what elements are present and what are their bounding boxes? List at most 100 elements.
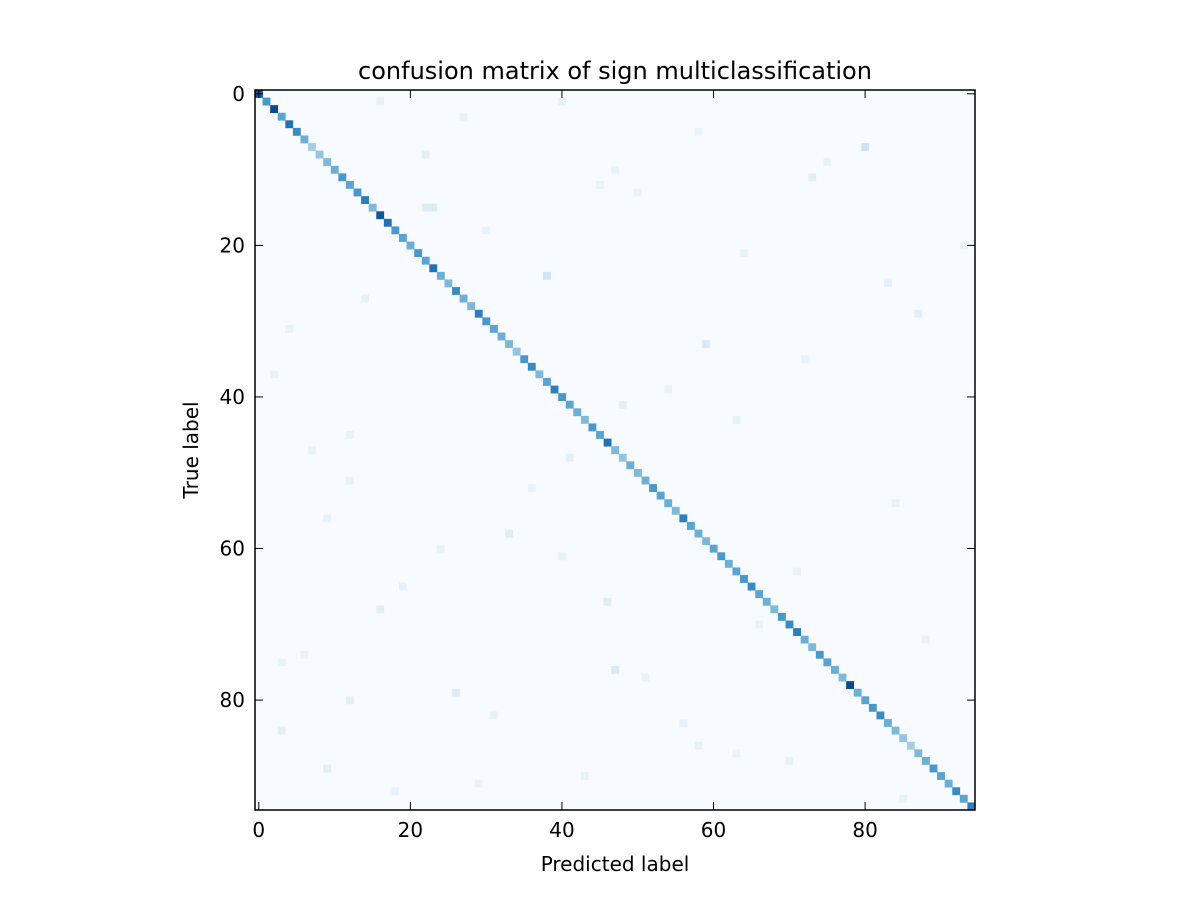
heatmap-cell (323, 514, 332, 523)
x-tick-label: 0 (252, 818, 265, 842)
heatmap-diagonal-cell (777, 612, 786, 621)
heatmap-diagonal-cell (709, 544, 718, 553)
heatmap-cell (891, 499, 900, 508)
heatmap-diagonal-cell (944, 779, 953, 788)
heatmap-diagonal-cell (459, 294, 468, 303)
heatmap-diagonal-cell (891, 726, 900, 735)
heatmap-diagonal-cell (656, 491, 665, 500)
heatmap-cell (277, 726, 286, 735)
heatmap-cell (558, 97, 567, 106)
plot-area (255, 90, 976, 811)
heatmap-diagonal-cell (330, 165, 339, 174)
heatmap-cell (861, 143, 870, 151)
heatmap-diagonal-cell (868, 703, 877, 712)
heatmap-diagonal-cell (603, 438, 612, 447)
heatmap-diagonal-cell (414, 249, 423, 258)
heatmap-diagonal-cell (747, 582, 756, 591)
heatmap-diagonal-cell (906, 741, 915, 750)
heatmap-diagonal-cell (505, 340, 513, 348)
heatmap-diagonal-cell (724, 559, 733, 568)
heatmap-cell (800, 355, 809, 364)
heatmap-cell (543, 271, 551, 280)
heatmap-cell (618, 400, 627, 409)
heatmap-cell (921, 635, 930, 644)
y-tick-label: 0 (232, 82, 245, 106)
heatmap-diagonal-cell (815, 650, 824, 659)
heatmap-cell (884, 279, 892, 288)
heatmap-diagonal-cell (345, 180, 354, 189)
heatmap-diagonal-cell (421, 256, 430, 265)
heatmap-cell (527, 484, 536, 492)
heatmap-cell (376, 605, 385, 614)
heatmap-cell (399, 582, 407, 591)
heatmap-diagonal-cell (573, 408, 582, 417)
heatmap-cell (596, 180, 604, 189)
heatmap-cell (740, 249, 748, 258)
heatmap-diagonal-cell (474, 309, 483, 318)
heatmap-diagonal-cell (717, 552, 726, 561)
heatmap-diagonal-cell (959, 794, 968, 803)
heatmap-cell (580, 772, 589, 780)
x-axis-label: Predicted label (541, 852, 690, 876)
heatmap-diagonal-cell (429, 264, 438, 273)
heatmap-cell (603, 597, 612, 606)
heatmap-diagonal-cell (785, 620, 794, 629)
heatmap-diagonal-cell (611, 446, 620, 455)
heatmap-diagonal-cell (452, 287, 460, 295)
heatmap-diagonal-cell (664, 499, 673, 508)
x-tick-label: 20 (398, 818, 423, 842)
heatmap-diagonal-cell (671, 506, 680, 515)
heatmap-cell (285, 324, 294, 333)
y-tick-label: 40 (220, 385, 245, 409)
x-axis-ticks: 0 20 40 60 80 (252, 90, 878, 842)
heatmap-cell (429, 203, 438, 212)
heatmap-cell (823, 158, 832, 167)
heatmap-cell (323, 764, 332, 773)
heatmap-cell (505, 529, 513, 538)
heatmap-cell (558, 552, 567, 561)
heatmap-cell (459, 112, 468, 121)
heatmap-diagonal-cell (823, 658, 832, 667)
heatmap-diagonal-cell (633, 468, 642, 477)
heatmap-cell (436, 544, 445, 553)
y-axis-ticks: 0 20 40 60 80 (220, 82, 975, 712)
heatmap-diagonal-cell (300, 135, 309, 144)
heatmap-diagonal-cell (618, 453, 627, 462)
heatmap-cell (793, 567, 801, 576)
heatmap-cell (611, 165, 620, 174)
heatmap-diagonal-cell (270, 105, 279, 114)
heatmap-diagonal-cell (755, 590, 764, 599)
heatmap-cell (755, 620, 764, 629)
heatmap-cell (641, 673, 650, 682)
heatmap-cell (277, 658, 286, 667)
heatmap-diagonal-cell (694, 529, 703, 538)
heatmap-diagonal-cell (702, 537, 711, 546)
heatmap-diagonal-cell (436, 271, 445, 280)
heatmap-cell (694, 741, 703, 750)
heatmap-diagonal-cell (831, 666, 839, 674)
heatmap-diagonal-cell (580, 415, 589, 424)
heatmap-diagonal-cell (368, 203, 377, 212)
heatmap-cell (633, 188, 642, 197)
heatmap-diagonal-cell (353, 188, 362, 197)
heatmap-cell (785, 756, 794, 765)
heatmap-diagonal-cell (406, 241, 415, 250)
heatmap-diagonal-cell (762, 597, 771, 606)
y-tick-label: 80 (220, 688, 245, 712)
heatmap-cell (914, 309, 923, 318)
heatmap-cell (270, 370, 279, 379)
heatmap-diagonal-cell (929, 764, 938, 773)
heatmap-diagonal-cell (383, 218, 392, 227)
heatmap-diagonal-cell (482, 317, 491, 326)
heatmap-diagonal-cell (558, 393, 567, 402)
heatmap-diagonal-cell (687, 522, 695, 530)
heatmap-diagonal-cell (489, 324, 498, 333)
heatmap-diagonal-cell (467, 302, 476, 311)
y-tick-label: 20 (220, 233, 245, 257)
heatmap-cell (732, 749, 741, 758)
heatmap-diagonal-cell (846, 681, 855, 690)
x-tick-label: 60 (701, 818, 726, 842)
heatmap-diagonal-cell (876, 711, 885, 720)
heatmap-cell (391, 787, 400, 796)
